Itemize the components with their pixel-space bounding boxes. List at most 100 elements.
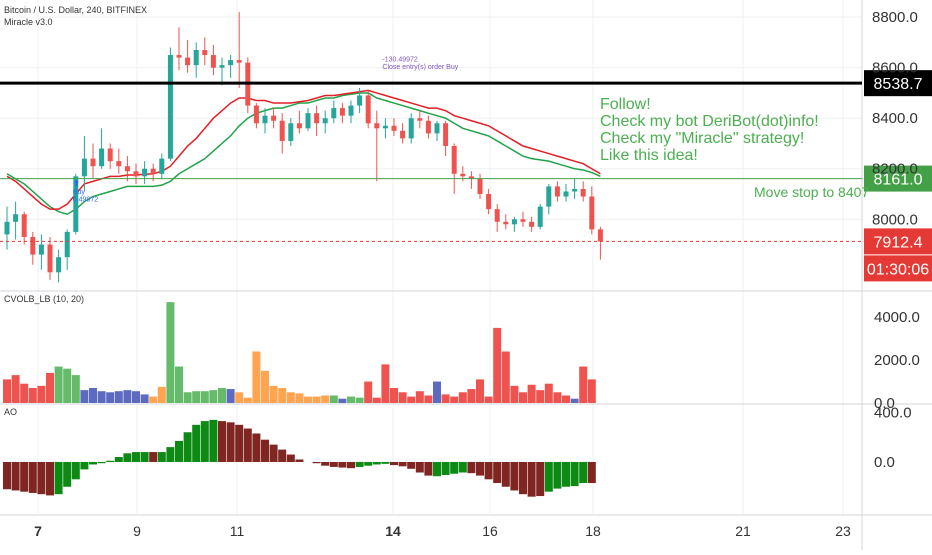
volume-bar [433,381,441,403]
ao-bar [501,461,510,487]
candle-body [116,161,122,167]
price-label-box [864,70,932,97]
ao-bar [364,461,373,466]
volume-title: CVOLB_LB (10, 20) [4,294,84,304]
candle-body [503,221,509,225]
candle-body [38,244,44,255]
ao-bar [80,461,89,470]
candle-body [589,196,595,230]
ao-bar [106,460,115,462]
ao-bar [587,461,596,484]
volume-bar [553,392,562,403]
ao-bar [381,461,390,464]
ao-bar [407,461,416,469]
ao-bar [183,432,192,462]
ao-bar [54,461,63,495]
ao-bar [89,461,97,465]
volume-bar [175,366,183,403]
volume-bar [381,364,390,403]
volume-bar [476,379,484,403]
ao-bar [261,439,269,462]
price-label-text: 8161.0 [874,172,923,189]
ao-bar [286,454,295,462]
candle-body [305,113,311,129]
candle-body [357,95,363,106]
volume-bar [390,387,398,403]
ao-bar [493,461,502,484]
ao-tick-label: 400.0 [874,404,912,421]
ao-bar [562,461,570,487]
volume-bar [312,396,321,403]
candle-body [374,123,380,129]
candle-body [193,50,199,66]
candle-body [279,120,285,141]
volume-bar [441,394,450,403]
x-tick-label: 21 [735,523,751,539]
candle-body [219,65,225,68]
ao-bar [269,444,278,462]
ao-bar [3,461,11,490]
candle-body [494,209,500,222]
candle-body [511,219,517,225]
x-tick-label: 9 [133,523,141,539]
trade-annotation: Buy [73,189,86,196]
candle-body [262,115,268,124]
ao-bar [338,461,347,468]
candle-body [288,123,294,141]
ao-bar [166,447,175,462]
trade-annotation: 0.49972 [73,197,98,204]
volume-bar [579,366,588,403]
volume-bar [226,389,235,403]
volume-bar [200,391,209,403]
buy-arrow-icon: ⬆ [73,178,81,188]
ao-bar [11,461,20,491]
volume-bar [183,392,192,403]
price-tick-label: 8600.0 [872,60,918,77]
candle-body [597,229,603,242]
volume-bar [278,387,287,403]
candle-body [13,214,19,222]
ao-bar [114,457,123,462]
candle-body [520,219,526,222]
volume-bar [536,390,545,403]
volume-bar [295,393,304,403]
candle-body [451,146,457,174]
ao-bar [37,461,46,495]
ao-bar [536,461,545,497]
candle-body [150,168,156,174]
ao-bar [312,461,321,464]
volume-bar [407,396,416,403]
ao-bar [149,452,158,462]
candle-body [348,105,354,116]
volume-bar [80,390,89,403]
volume-bar [20,383,29,403]
candle-body [477,178,483,194]
ao-bar [398,461,407,467]
volume-tick-label: 4000.0 [874,309,920,326]
candle-body [391,125,397,131]
trade-annotation: -130.49972 [382,56,418,63]
x-tick-label: 14 [385,523,401,539]
message-line: Like this idea! [600,147,698,164]
ao-bar [570,461,579,487]
volume-bar [97,391,106,403]
countdown-text: 01:30:06 [867,261,929,278]
candle-body [73,176,79,232]
candle-body [468,176,474,179]
volume-bar [46,372,54,403]
candle-body [365,95,371,124]
candle-body [90,158,96,167]
volume-bar [450,396,459,403]
ao-bar [476,461,484,476]
candle-body [107,148,113,162]
candle-body [176,55,182,58]
volume-bar [140,394,149,403]
chart-subtitle: Miracle v3.0 [4,17,53,27]
volume-bar [37,385,46,403]
candle-body [21,214,27,237]
ao-bar [441,461,450,475]
candle-body [322,118,328,124]
message-line: Follow! [600,96,651,113]
